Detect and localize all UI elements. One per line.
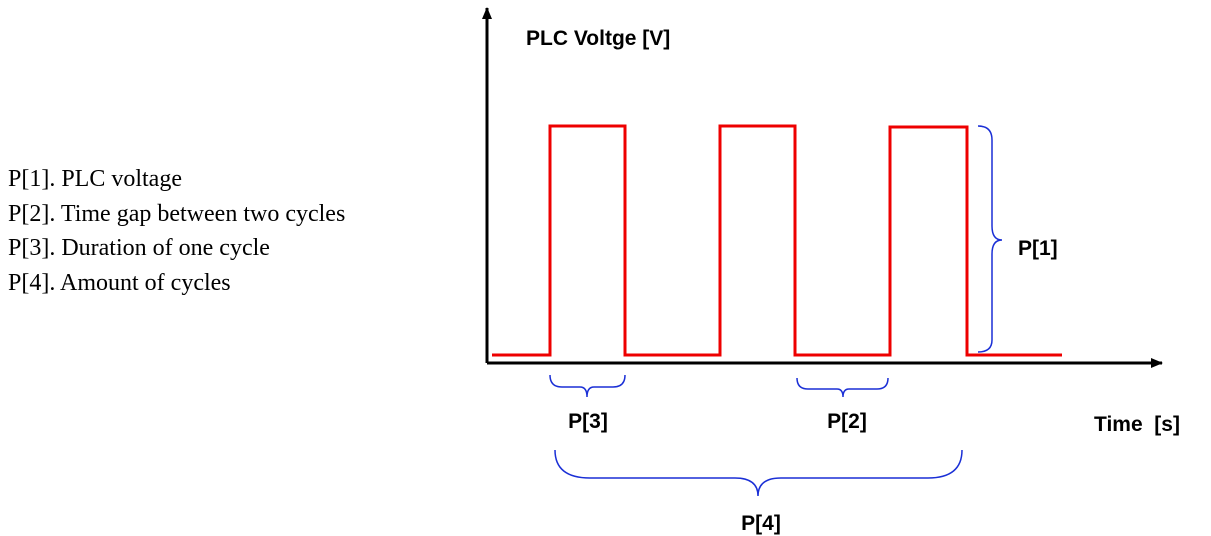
annotation: P[4]: [741, 512, 781, 535]
legend-item: P[2]. Time gap between two cycles: [8, 201, 345, 227]
legend-item: P[3]. Duration of one cycle: [8, 235, 270, 261]
x-axis-label: Time [s]: [1094, 413, 1180, 436]
annotation: P[3]: [568, 410, 608, 433]
legend-item: P[4]. Amount of cycles: [8, 270, 231, 296]
square-wave: [492, 124, 1062, 357]
brace-p4: [554, 449, 963, 497]
brace-p3: [549, 374, 626, 398]
braces: [549, 125, 1003, 497]
brace-p2: [796, 377, 889, 398]
annotation: P[2]: [827, 410, 867, 433]
brace-p1: [977, 125, 1003, 353]
legend-item: P[1]. PLC voltage: [8, 166, 182, 192]
annotation: P[1]: [1018, 237, 1058, 260]
y-axis-label: PLC Voltge [V]: [526, 27, 670, 50]
